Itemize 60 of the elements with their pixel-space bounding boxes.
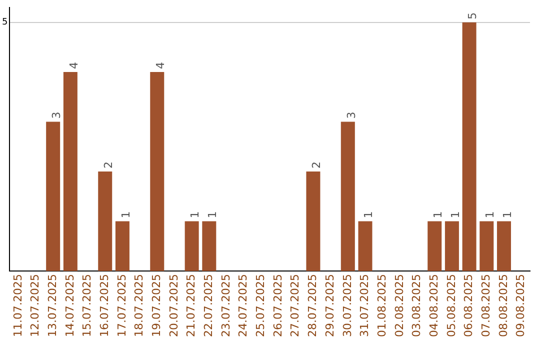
x-tick-label: 26.07.2025 — [271, 274, 284, 338]
bar — [306, 172, 320, 272]
x-tick-label: 15.07.2025 — [80, 274, 94, 338]
x-tick-label: 27.07.2025 — [288, 274, 302, 338]
data-label: 1 — [188, 211, 202, 218]
bar — [150, 72, 164, 272]
bar — [340, 122, 355, 272]
data-label: 3 — [50, 112, 63, 119]
bar — [358, 221, 372, 272]
bar — [444, 221, 459, 272]
x-tick-label: 11.07.2025 — [11, 274, 24, 338]
x-tick-label: 24.07.2025 — [236, 274, 250, 338]
data-label: 1 — [448, 211, 462, 218]
x-tick-label: 14.07.2025 — [63, 274, 76, 338]
x-tick-label: 28.07.2025 — [306, 274, 320, 338]
data-label: 1 — [431, 211, 444, 218]
x-tick-label: 03.08.2025 — [410, 274, 424, 338]
x-tick-label: 01.08.2025 — [375, 274, 388, 338]
bar — [98, 172, 112, 272]
x-tick-label: 25.07.2025 — [254, 274, 268, 338]
x-tick-label: 17.07.2025 — [115, 274, 128, 338]
bar — [428, 221, 442, 272]
x-tick-label: 29.07.2025 — [323, 274, 336, 338]
x-tick-label: 12.07.2025 — [28, 274, 42, 338]
x-tick-label: 31.07.2025 — [358, 274, 372, 338]
data-label: 3 — [344, 112, 358, 119]
bar — [46, 122, 60, 272]
data-label: 5 — [466, 12, 480, 20]
x-tick-label: 19.07.2025 — [150, 274, 163, 338]
bar — [184, 221, 199, 272]
bar — [480, 221, 494, 272]
x-tick-label: 23.07.2025 — [219, 274, 232, 338]
x-tick-label: 04.08.2025 — [427, 274, 440, 338]
bar — [63, 72, 78, 272]
bar — [496, 221, 511, 272]
data-label: 1 — [119, 211, 132, 218]
x-tick-label: 20.07.2025 — [167, 274, 180, 338]
data-label: 1 — [484, 211, 497, 218]
x-tick-label: 30.07.2025 — [340, 274, 354, 338]
data-label: 2 — [310, 162, 324, 169]
x-tick-label: 07.08.2025 — [480, 274, 493, 338]
data-label: 1 — [362, 211, 376, 218]
x-tick-label: 18.07.2025 — [132, 274, 146, 338]
x-tick-label: 21.07.2025 — [184, 274, 198, 338]
x-tick-label: 09.08.2025 — [514, 274, 528, 338]
data-label: 2 — [102, 162, 115, 169]
x-tick-label: 08.08.2025 — [496, 274, 510, 338]
data-label: 4 — [154, 62, 167, 70]
x-tick-label: 22.07.2025 — [202, 274, 216, 338]
x-tick-label: 16.07.2025 — [98, 274, 111, 338]
bar — [462, 22, 476, 272]
data-label: 1 — [500, 211, 514, 218]
x-tick-label: 06.08.2025 — [462, 274, 476, 338]
data-label: 1 — [206, 211, 220, 218]
bar — [202, 221, 216, 272]
x-tick-label: 02.08.2025 — [392, 274, 406, 338]
x-tick-label: 13.07.2025 — [46, 274, 59, 338]
x-tick-label: 05.08.2025 — [444, 274, 458, 338]
data-label: 4 — [67, 62, 80, 70]
bar — [115, 221, 130, 272]
